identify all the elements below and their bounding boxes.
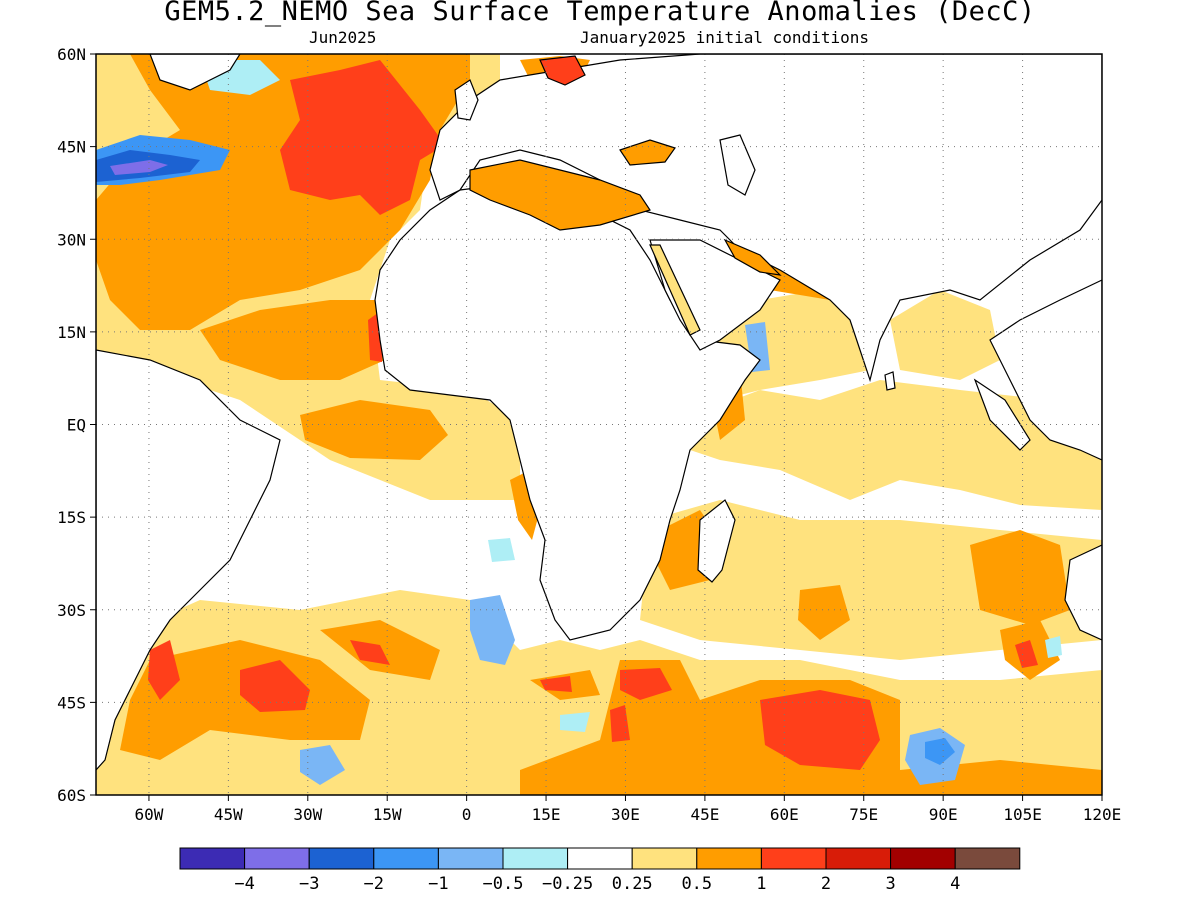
strong-warm-agulhas-patch: [620, 668, 672, 700]
lon-tick-label: 105E: [1003, 805, 1042, 824]
weak-warm-south-indian: [640, 500, 1102, 660]
lat-tick-label: 60N: [57, 45, 86, 64]
madagascar-landmass: [697, 499, 736, 583]
colorbar-label: 0.5: [681, 874, 712, 894]
strong-warm-southern-indian: [760, 690, 880, 770]
lon-tick-label: 0: [462, 805, 472, 824]
initial-conditions-label: January2025 initial conditions: [580, 28, 869, 47]
chart-title: GEM5.2_NEMO Sea Surface Temperature Anom…: [164, 0, 1036, 27]
sri-lanka-landmass: [884, 371, 896, 391]
cold-core-newfoundland: [110, 160, 168, 175]
colorbar-label: 3: [885, 874, 895, 894]
colorbar-label: 4: [950, 874, 960, 894]
lon-tick-label: 45E: [690, 805, 719, 824]
arabia-landmass: [649, 239, 781, 351]
colorbar-swatch: [825, 847, 892, 870]
cold-benguela-south: [488, 538, 515, 562]
strong-warm-southwest-atlantic: [148, 640, 180, 700]
southeast-asia-landmass: [989, 279, 1102, 461]
persian-gulf: [723, 238, 782, 276]
warm-south-indian-patch: [798, 585, 850, 640]
lon-tick-label: 15E: [532, 805, 561, 824]
mediterranean-sea: [469, 159, 651, 231]
greenland-landmass: [149, 54, 241, 91]
colorbar-label: −0.25: [542, 874, 593, 894]
colorbar-label: −0.5: [483, 874, 524, 894]
lat-tick-label: EQ: [67, 416, 86, 435]
uk-landmass: [454, 79, 479, 121]
australia-landmass: [1064, 544, 1102, 641]
colorbar-swatch: [567, 847, 633, 870]
sumatra-landmass: [973, 378, 1031, 451]
colorbar-swatch: [373, 847, 439, 870]
red-sea: [649, 244, 701, 336]
caspian-sea: [719, 134, 756, 196]
colorbar-swatch: [179, 847, 246, 870]
colorbar-swatch: [631, 847, 698, 870]
strong-warm-mid-south-atlantic: [350, 640, 390, 665]
warm-west-australia: [970, 530, 1070, 625]
lat-tick-label: 30N: [57, 230, 86, 249]
lat-tick-label: 45S: [57, 693, 86, 712]
cold-south-indian-2: [1045, 636, 1062, 658]
strong-warm-south-west-australia: [1015, 640, 1038, 668]
lat-tick-label: 15S: [57, 508, 86, 527]
colorbar: −4 −3 −2 −1 −0.5 −0.25 0.25 0.5 1 2 3 4: [179, 847, 1021, 894]
warm-equatorial-atlantic: [300, 400, 448, 460]
warm-tropical-north-atlantic: [200, 300, 385, 380]
lon-tick-label: 60W: [134, 805, 163, 824]
colorbar-swatch: [502, 847, 569, 870]
colorbar-label: −2: [364, 874, 384, 894]
colorbar-swatch: [890, 847, 956, 870]
baltic-sea: [539, 55, 586, 86]
africa-landmass: [374, 184, 761, 641]
cold-south-atlantic: [470, 595, 515, 665]
colorbar-swatch: [437, 847, 504, 870]
strong-warm-south-atlantic-east: [540, 676, 572, 692]
coastlines: [96, 54, 1102, 771]
cold-south-atlantic-faint: [560, 712, 590, 732]
lon-tick-label: 90E: [929, 805, 958, 824]
south-america-landmass: [96, 349, 281, 771]
colorbar-label: −1: [428, 874, 448, 894]
colorbar-label: 2: [821, 874, 831, 894]
colorbar-swatch: [244, 847, 310, 870]
lat-tick-label: 60S: [57, 786, 86, 805]
strong-cold-south-indian: [925, 738, 955, 765]
colorbar-label: 0.25: [612, 874, 653, 894]
colorbar-swatch: [760, 847, 827, 870]
lat-tick-label: 45N: [57, 138, 86, 157]
colorbar-label: −3: [299, 874, 319, 894]
forecast-month: Jun2025: [309, 28, 377, 47]
lon-tick-label: 120E: [1083, 805, 1122, 824]
lon-tick-label: 45W: [214, 805, 243, 824]
colorbar-swatch: [954, 847, 1021, 870]
lon-tick-label: 60E: [770, 805, 799, 824]
colorbar-label: −4: [234, 874, 254, 894]
strong-warm-subpolar-atlantic: [280, 60, 445, 215]
cold-south-atlantic-west: [300, 745, 345, 785]
strong-warm-south-atlantic: [240, 660, 310, 712]
lon-tick-label: 75E: [849, 805, 878, 824]
colorbar-label: 1: [756, 874, 766, 894]
lon-tick-label: 15W: [373, 805, 402, 824]
warm-south-atlantic-band: [120, 640, 370, 760]
colorbar-swatch: [696, 847, 762, 870]
colorbar-swatch: [308, 847, 375, 870]
weak-warm-bay-of-bengal: [890, 290, 1000, 380]
europe-landmass: [429, 54, 1102, 383]
lat-tick-label: 15N: [57, 323, 86, 342]
lon-tick-label: 30E: [611, 805, 640, 824]
lon-tick-label: 30W: [293, 805, 322, 824]
lat-tick-label: 30S: [57, 601, 86, 620]
black-sea: [619, 139, 676, 166]
